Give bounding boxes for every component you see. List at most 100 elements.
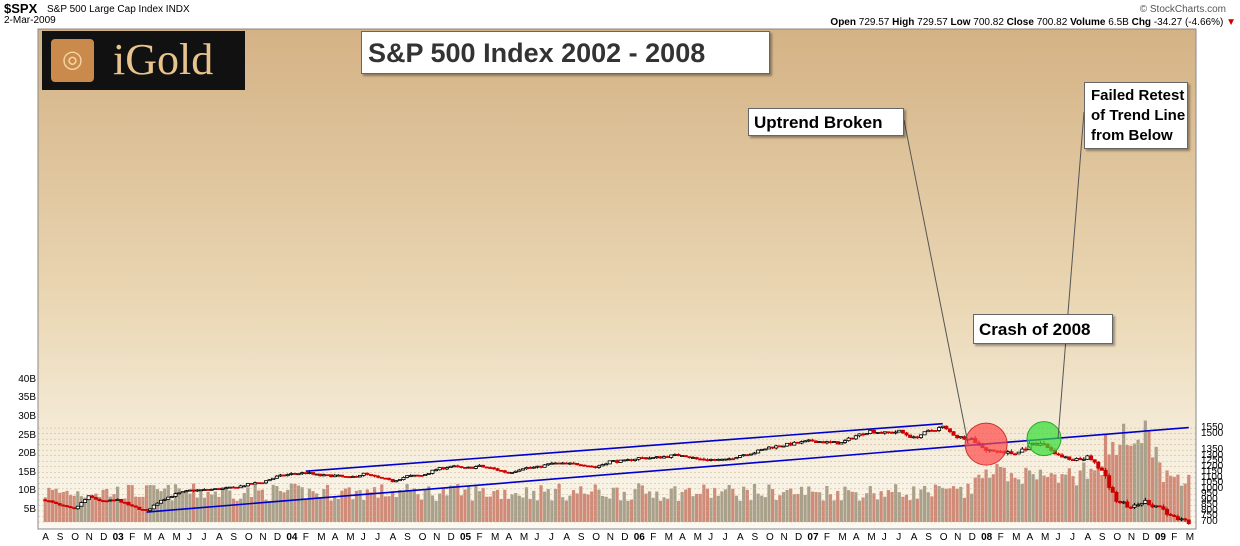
candle-body bbox=[662, 456, 667, 459]
volume-bar bbox=[586, 494, 590, 522]
candle-body bbox=[517, 469, 522, 472]
month-tick-label: J bbox=[534, 532, 540, 543]
candle-body bbox=[245, 483, 250, 487]
month-tick-label: A bbox=[1026, 532, 1034, 543]
month-tick-label: F bbox=[650, 532, 657, 543]
candle-body bbox=[347, 476, 352, 479]
candle-body bbox=[846, 437, 851, 442]
candle-body bbox=[886, 431, 891, 434]
candle-body bbox=[766, 446, 771, 450]
price-tick-label: 900 bbox=[1201, 493, 1218, 505]
volume-bar bbox=[192, 483, 196, 522]
candle-body bbox=[332, 474, 337, 478]
month-tick-label: M bbox=[838, 532, 847, 543]
candle-body bbox=[278, 474, 283, 477]
volume-bar bbox=[79, 496, 84, 522]
volume-bar bbox=[401, 492, 406, 522]
volume-bar bbox=[604, 496, 608, 522]
month-tick-label: N bbox=[85, 532, 93, 543]
candle-body bbox=[607, 460, 612, 465]
month-tick-label: D bbox=[794, 532, 803, 543]
candle-body bbox=[640, 457, 645, 459]
candle-body bbox=[242, 485, 247, 488]
candle-body bbox=[633, 458, 638, 461]
volume-bar bbox=[398, 489, 402, 522]
volume-bar bbox=[865, 493, 869, 522]
candle-body bbox=[618, 459, 623, 463]
candle-body bbox=[151, 504, 156, 510]
price-tick-label: 700 bbox=[1201, 516, 1218, 527]
month-tick-label: N bbox=[606, 532, 614, 543]
candle-body bbox=[329, 474, 334, 478]
volume-bar bbox=[680, 491, 684, 522]
volume-bar bbox=[264, 499, 268, 522]
candle-body bbox=[719, 458, 724, 461]
candle-body bbox=[611, 460, 616, 462]
volume-bar bbox=[1150, 457, 1155, 522]
candle-body bbox=[415, 474, 420, 477]
volume-bar bbox=[1096, 464, 1100, 522]
month-tick-label: M bbox=[1041, 532, 1050, 543]
candle-body bbox=[1103, 469, 1108, 477]
candle-body bbox=[115, 498, 120, 501]
month-tick-label: M bbox=[664, 532, 673, 543]
candle-body bbox=[622, 459, 627, 462]
candle-body bbox=[111, 499, 116, 502]
candle-body bbox=[180, 491, 185, 494]
candle-body bbox=[1078, 458, 1083, 460]
candle-body bbox=[1128, 506, 1133, 509]
candle-body bbox=[368, 474, 373, 476]
candle-body bbox=[1016, 451, 1021, 455]
candle-body bbox=[1136, 504, 1141, 507]
candle-body bbox=[716, 458, 721, 461]
volume-bar bbox=[564, 500, 568, 522]
volume-tick-label: 5B bbox=[23, 504, 36, 515]
candle-body bbox=[93, 497, 98, 500]
candle-body bbox=[224, 487, 229, 490]
volume-bar bbox=[731, 488, 735, 522]
month-tick-label: D bbox=[273, 532, 282, 543]
open-label: Open bbox=[830, 17, 856, 28]
volume-bar bbox=[249, 496, 254, 522]
candle-body bbox=[173, 493, 178, 497]
volume-bar bbox=[481, 487, 485, 522]
volume-bar bbox=[528, 498, 532, 522]
month-tick-label: 08 bbox=[981, 532, 993, 543]
volume-bar bbox=[405, 484, 409, 522]
candle-body bbox=[419, 475, 424, 477]
volume-bar bbox=[941, 487, 945, 522]
volume-bar bbox=[709, 497, 713, 522]
volume-bar bbox=[365, 489, 369, 522]
volume-bar bbox=[452, 485, 456, 522]
volume-bar bbox=[112, 494, 116, 522]
candle-body bbox=[665, 456, 670, 458]
candle-body bbox=[267, 479, 272, 482]
month-tick-label: A bbox=[679, 532, 686, 543]
month-tick-label: F bbox=[129, 532, 136, 543]
candle-body bbox=[1150, 504, 1155, 508]
candle-body bbox=[1096, 461, 1101, 469]
volume-bar bbox=[376, 497, 380, 522]
candle-body bbox=[162, 498, 167, 501]
candle-body bbox=[235, 486, 240, 489]
candle-body bbox=[513, 470, 518, 473]
candle-body bbox=[1125, 501, 1130, 508]
volume-tick-label: 10B bbox=[18, 485, 36, 497]
candle-body bbox=[423, 473, 428, 477]
candle-body bbox=[698, 458, 703, 461]
month-tick-label: A bbox=[737, 532, 744, 543]
volume-bar bbox=[152, 485, 156, 522]
volume-bar bbox=[915, 498, 919, 522]
month-tick-label: F bbox=[823, 532, 830, 543]
month-tick-label: D bbox=[968, 532, 976, 543]
volume-bar bbox=[1085, 478, 1090, 522]
candle-body bbox=[187, 489, 192, 492]
candle-body bbox=[1139, 503, 1144, 506]
candle-body bbox=[325, 474, 330, 477]
candle-body bbox=[1107, 475, 1112, 488]
volume-bar bbox=[875, 499, 880, 522]
volume-bar bbox=[83, 497, 87, 522]
candle-body bbox=[1168, 513, 1173, 516]
candle-body bbox=[83, 499, 88, 503]
volume-bar bbox=[771, 489, 775, 522]
